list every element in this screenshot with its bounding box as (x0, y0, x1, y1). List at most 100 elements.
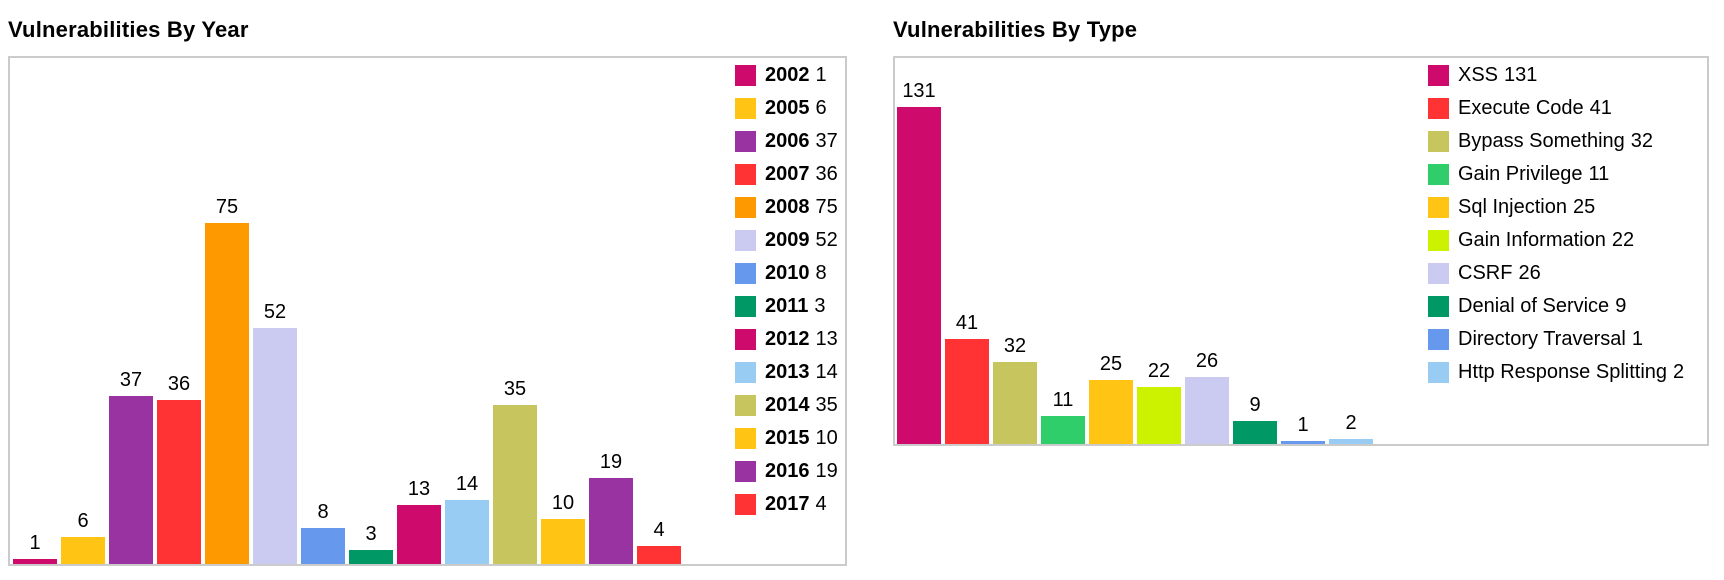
legend-label: 2006 (765, 130, 810, 152)
bar-denial-of-service (1233, 421, 1277, 444)
legend-swatch-csrf (1428, 263, 1449, 284)
legend-item-2014: 2014 35 (735, 395, 838, 416)
legend-item-bypass-something: Bypass Something 32 (1428, 131, 1684, 152)
legend-label: 2010 (765, 262, 810, 284)
legend-item-execute-code: Execute Code 41 (1428, 98, 1684, 119)
bar-value-bypass-something: 32 (1003, 335, 1027, 357)
legend-value: 131 (1504, 64, 1538, 86)
vulns-by-year-plot-area: 1 6 37 36 75 52 8 3 13 14 35 10 19 4 2002 1 2005 6 2006 37… (8, 56, 847, 566)
legend-item-2009: 2009 52 (735, 230, 838, 251)
bar-2017 (637, 546, 681, 564)
legend-value: 22 (1611, 229, 1635, 251)
legend-label: 2015 (765, 427, 810, 449)
legend-value: 14 (815, 361, 838, 383)
legend-swatch-2006 (735, 131, 756, 152)
legend-item-2005: 2005 6 (735, 98, 838, 119)
legend-item-2015: 2015 10 (735, 428, 838, 449)
bar-value-http-response-splitting: 2 (1345, 412, 1357, 434)
bar-value-2017: 4 (653, 519, 665, 541)
legend-label: Execute Code (1458, 97, 1584, 119)
legend-item-2011: 2011 3 (735, 296, 838, 317)
bar-value-2010: 8 (317, 501, 329, 523)
legend-value: 25 (1572, 196, 1596, 218)
legend-value: 8 (815, 262, 827, 284)
bar-value-2002: 1 (29, 532, 41, 554)
legend-swatch-http-response-splitting (1428, 362, 1449, 383)
legend-value: 4 (815, 493, 827, 515)
legend-swatch-2008 (735, 197, 756, 218)
legend-swatch-2007 (735, 164, 756, 185)
bar-http-response-splitting (1329, 439, 1373, 444)
legend-value: 35 (815, 394, 838, 416)
legend-swatch-2002 (735, 65, 756, 86)
legend-swatch-2005 (735, 98, 756, 119)
bar-2012 (397, 505, 441, 564)
legend-item-2002: 2002 1 (735, 65, 838, 86)
legend-item-xss: XSS 131 (1428, 65, 1684, 86)
vulns-by-type-plot-area: 131 41 32 11 25 22 26 9 1 2 XSS 131 Execute Code 41 B… (893, 56, 1709, 446)
bar-xss (897, 107, 941, 444)
bar-sql-injection (1089, 380, 1133, 444)
bar-value-csrf: 26 (1195, 350, 1219, 372)
legend-label: 2005 (765, 97, 810, 119)
bar-2011 (349, 550, 393, 564)
legend-value: 32 (1630, 130, 1654, 152)
legend-label: XSS (1458, 64, 1499, 86)
legend-swatch-2017 (735, 494, 756, 515)
legend-label: Gain Privilege (1458, 163, 1583, 185)
legend-label: Denial of Service (1458, 295, 1610, 317)
legend-value: 37 (815, 130, 838, 152)
legend-value: 9 (1615, 295, 1627, 317)
legend-label: Gain Information (1458, 229, 1606, 251)
vulns-by-type-title: Vulnerabilities By Type (893, 17, 1138, 42)
legend-value: 75 (815, 196, 838, 218)
legend-value: 11 (1588, 163, 1610, 185)
legend-value: 13 (815, 328, 838, 350)
legend-value: 10 (815, 427, 838, 449)
bar-2013 (445, 500, 489, 564)
legend-swatch-xss (1428, 65, 1449, 86)
bar-value-directory-traversal: 1 (1297, 414, 1309, 436)
bar-value-2007: 36 (167, 373, 191, 395)
legend-item-2010: 2010 8 (735, 263, 838, 284)
bar-2016 (589, 478, 633, 564)
legend-item-denial-of-service: Denial of Service 9 (1428, 296, 1684, 317)
legend-value: 36 (815, 163, 838, 185)
legend-swatch-2010 (735, 263, 756, 284)
legend-value: 1 (815, 64, 827, 86)
bar-value-2013: 14 (455, 473, 479, 495)
legend-label: 2014 (765, 394, 810, 416)
legend-label: 2008 (765, 196, 810, 218)
bar-2002 (13, 559, 57, 564)
bar-2010 (301, 528, 345, 564)
legend-value: 1 (1631, 328, 1643, 350)
bar-value-gain-information: 22 (1147, 360, 1171, 382)
legend-swatch-gain-privilege (1428, 164, 1449, 185)
legend-label: CSRF (1458, 262, 1513, 284)
legend-label: Directory Traversal (1458, 328, 1626, 350)
legend-label: 2011 (765, 295, 809, 317)
bar-2005 (61, 537, 105, 564)
legend-item-http-response-splitting: Http Response Splitting 2 (1428, 362, 1684, 383)
legend-item-csrf: CSRF 26 (1428, 263, 1684, 284)
bar-directory-traversal (1281, 441, 1325, 444)
legend-label: 2002 (765, 64, 810, 86)
legend-item-2013: 2013 14 (735, 362, 838, 383)
bar-gain-information (1137, 387, 1181, 444)
bar-bypass-something (993, 362, 1037, 444)
legend-swatch-2013 (735, 362, 756, 383)
bar-value-2005: 6 (77, 510, 89, 532)
legend-item-sql-injection: Sql Injection 25 (1428, 197, 1684, 218)
bar-value-2015: 10 (551, 492, 575, 514)
legend-value: 52 (815, 229, 838, 251)
bar-csrf (1185, 377, 1229, 444)
legend-value: 19 (815, 460, 838, 482)
legend-swatch-execute-code (1428, 98, 1449, 119)
vulns-by-year-chart: Vulnerabilities By Year 1 6 37 36 75 52 8 3 13 14… (8, 18, 847, 566)
legend-label: 2017 (765, 493, 810, 515)
bar-2007 (157, 400, 201, 564)
bar-value-2012: 13 (407, 478, 431, 500)
bar-2015 (541, 519, 585, 564)
legend-swatch-sql-injection (1428, 197, 1449, 218)
